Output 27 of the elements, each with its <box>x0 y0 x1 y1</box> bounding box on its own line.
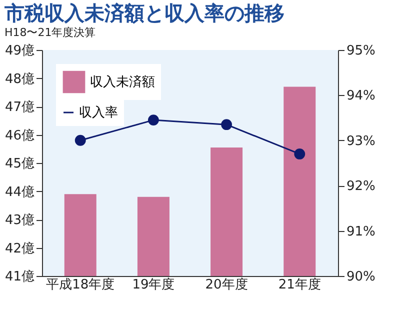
y-tick-label: 44億 <box>4 184 34 200</box>
y2-tick-label: 92% <box>346 179 376 194</box>
point <box>294 148 306 160</box>
y-tick-label: 42億 <box>4 241 34 256</box>
y2-tick-label: 91% <box>346 224 376 240</box>
y2-tick-label: 94% <box>346 88 376 104</box>
chart-subtitle: H18〜21年度決算 <box>4 26 96 39</box>
y2-tick-label: 90% <box>346 270 376 284</box>
y-tick-label: 45億 <box>4 156 34 172</box>
y-tick-label: 47億 <box>4 100 34 115</box>
y2-tick-label: 95% <box>346 44 376 58</box>
y-tick-label: 49億 <box>4 44 34 58</box>
x-tick-label: 20年度 <box>205 276 248 292</box>
y2-tick-label: 93% <box>346 134 376 149</box>
point <box>148 114 159 126</box>
legend-label: 収入率 <box>79 104 118 120</box>
point <box>221 119 232 130</box>
legend-label: 収入未済額 <box>90 74 155 90</box>
y-tick-label: 48億 <box>4 72 34 87</box>
x-tick-label: 19年度 <box>132 276 175 292</box>
y-tick-label: 46億 <box>4 128 34 144</box>
point <box>74 134 86 146</box>
x-tick-label: 平成18年度 <box>46 276 115 292</box>
x-tick-label: 21年度 <box>278 276 321 292</box>
y-tick-label: 41億 <box>4 270 34 284</box>
chart-title: 市税収入未済額と収入率の推移 <box>3 1 284 25</box>
y-tick-label: 43億 <box>4 213 34 228</box>
